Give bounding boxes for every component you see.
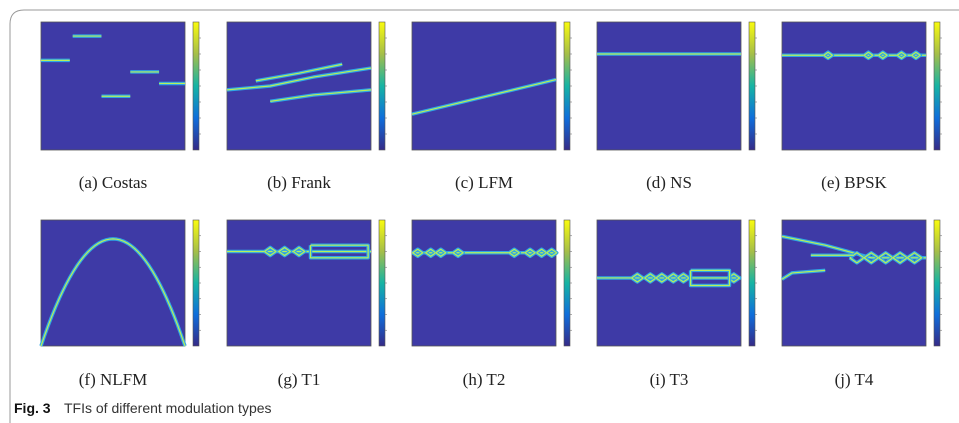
tfi-ridge [863, 51, 874, 59]
tfi-image [596, 219, 742, 347]
figure-caption: TFIs of different modulation types [64, 400, 272, 416]
tfi-ridge [412, 248, 424, 257]
tfi-image [40, 21, 186, 151]
figure-label: Fig. 3 [14, 400, 51, 416]
panel: (g) T1 [226, 219, 387, 389]
tfi-ridge [270, 89, 372, 102]
colorbar [563, 219, 571, 347]
tfi-ridge [911, 51, 921, 59]
colorbar [192, 219, 200, 347]
tfi-ridge [878, 51, 888, 59]
tfi-ridge [264, 246, 277, 257]
tfi-ridge [823, 51, 834, 59]
tfi-ridge [631, 273, 644, 283]
colorbar [378, 219, 386, 347]
tfi-ridge [727, 273, 741, 283]
panel: (b) Frank [226, 21, 387, 192]
colorbar [192, 21, 200, 151]
panel-caption: (g) T1 [278, 370, 321, 389]
panel-caption: (c) LFM [455, 173, 513, 192]
tfi-ridge [309, 244, 369, 259]
colorbar [748, 219, 756, 347]
tfi-ridge [255, 63, 343, 82]
tfi-image [226, 219, 372, 347]
panel-caption: (b) Frank [267, 173, 331, 192]
panel: (i) T3 [596, 219, 757, 389]
tfi-image [781, 21, 927, 151]
tfi-ridge [546, 248, 558, 257]
tfi-ridge [781, 269, 826, 280]
panel-caption: (a) Costas [79, 173, 147, 192]
panel-caption: (h) T2 [463, 370, 506, 389]
panel: (f) NLFM [39, 219, 201, 389]
tfi-ridge [278, 246, 291, 257]
tfi-ridge [524, 248, 536, 257]
panel: (a) Costas [40, 21, 201, 192]
panel: (h) T2 [411, 219, 572, 389]
tfi-ridge [292, 246, 306, 257]
colorbar [933, 21, 941, 151]
tfi-image [411, 219, 557, 347]
tfi-ridge [906, 252, 923, 264]
tfi-ridge [40, 238, 186, 347]
tfi-ridge [689, 269, 731, 287]
tfi-ridge [781, 235, 926, 259]
panel: (e) BPSK [781, 21, 942, 192]
tfi-image [781, 219, 927, 347]
figure-border [9, 9, 959, 423]
tfi-image [226, 21, 372, 151]
panel-caption: (f) NLFM [79, 370, 147, 389]
colorbar [378, 21, 386, 151]
colorbar [563, 21, 571, 151]
tfi-ridge [226, 67, 372, 91]
panel-caption: (i) T3 [650, 370, 689, 389]
colorbar [748, 21, 756, 151]
tfi-ridge [411, 79, 557, 115]
panel: (j) T4 [781, 219, 942, 389]
tfi-ridge [452, 248, 464, 257]
panel-caption: (d) NS [646, 173, 692, 192]
tfi-ridge [508, 248, 520, 257]
panel: (c) LFM [411, 21, 572, 192]
panel-caption: (e) BPSK [821, 173, 887, 192]
tfi-ridge [896, 51, 907, 59]
tfi-image [596, 21, 742, 151]
colorbar [933, 219, 941, 347]
panel: (d) NS [596, 21, 757, 192]
tfi-ridge [435, 248, 447, 257]
panel-caption: (j) T4 [835, 370, 874, 389]
